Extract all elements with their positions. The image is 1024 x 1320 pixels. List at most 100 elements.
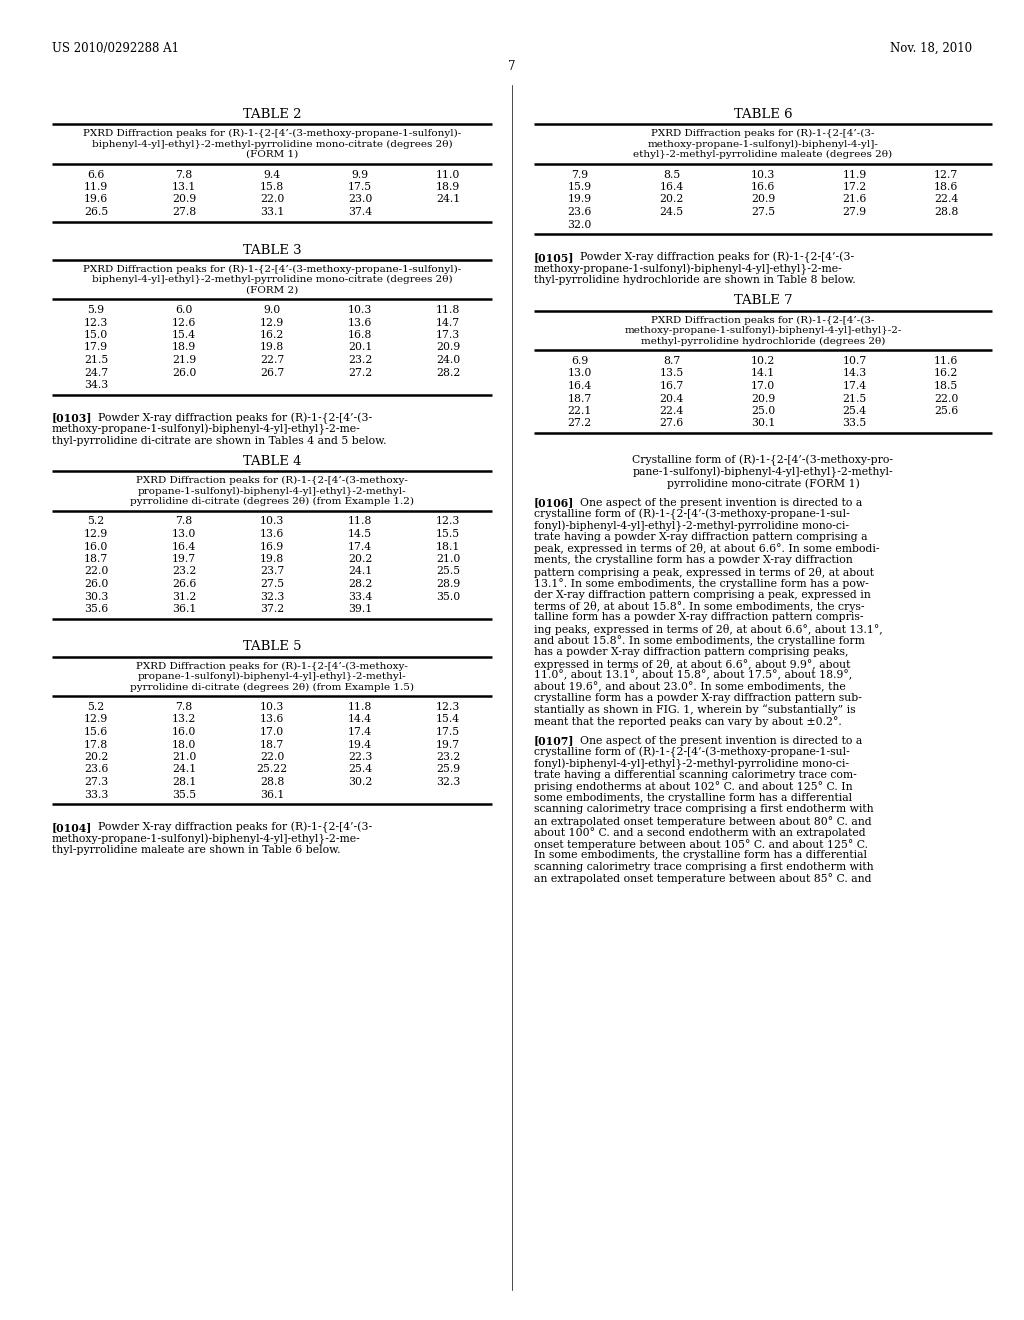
Text: 25.4: 25.4 — [843, 407, 866, 416]
Text: prising endotherms at about 102° C. and about 125° C. In: prising endotherms at about 102° C. and … — [534, 781, 853, 792]
Text: Crystalline form of (R)-1-{2-[4’-(3-methoxy-pro-: Crystalline form of (R)-1-{2-[4’-(3-meth… — [633, 455, 894, 466]
Text: 31.2: 31.2 — [172, 591, 197, 602]
Text: 39.1: 39.1 — [348, 605, 372, 614]
Text: 24.0: 24.0 — [436, 355, 460, 366]
Text: 27.6: 27.6 — [659, 418, 684, 429]
Text: der X-ray diffraction pattern comprising a peak, expressed in: der X-ray diffraction pattern comprising… — [534, 590, 870, 599]
Text: 16.0: 16.0 — [84, 541, 109, 552]
Text: 6.6: 6.6 — [87, 169, 104, 180]
Text: PXRD Diffraction peaks for (R)-1-{2-[4’-(3-methoxy-: PXRD Diffraction peaks for (R)-1-{2-[4’-… — [136, 661, 408, 671]
Text: thyl-pyrrolidine maleate are shown in Table 6 below.: thyl-pyrrolidine maleate are shown in Ta… — [52, 845, 341, 855]
Text: 25.4: 25.4 — [348, 764, 372, 775]
Text: 12.6: 12.6 — [172, 318, 197, 327]
Text: 7.8: 7.8 — [175, 169, 193, 180]
Text: 19.4: 19.4 — [348, 739, 372, 750]
Text: 18.1: 18.1 — [436, 541, 460, 552]
Text: 27.9: 27.9 — [843, 207, 866, 216]
Text: an extrapolated onset temperature between about 80° C. and: an extrapolated onset temperature betwee… — [534, 816, 871, 826]
Text: an extrapolated onset temperature between about 85° C. and: an extrapolated onset temperature betwee… — [534, 874, 871, 884]
Text: 13.0: 13.0 — [172, 529, 197, 539]
Text: 25.22: 25.22 — [256, 764, 288, 775]
Text: One aspect of the present invention is directed to a: One aspect of the present invention is d… — [566, 735, 862, 746]
Text: 12.3: 12.3 — [436, 702, 460, 711]
Text: 13.1°. In some embodiments, the crystalline form has a pow-: 13.1°. In some embodiments, the crystall… — [534, 578, 868, 589]
Text: ments, the crystalline form has a powder X-ray diffraction: ments, the crystalline form has a powder… — [534, 554, 853, 565]
Text: 9.4: 9.4 — [263, 169, 281, 180]
Text: 10.3: 10.3 — [260, 516, 285, 527]
Text: 25.5: 25.5 — [436, 566, 460, 577]
Text: [0106]: [0106] — [534, 498, 574, 508]
Text: 21.5: 21.5 — [843, 393, 866, 404]
Text: stantially as shown in FIG. 1, wherein by “substantially” is: stantially as shown in FIG. 1, wherein b… — [534, 705, 856, 715]
Text: 30.2: 30.2 — [348, 777, 372, 787]
Text: 20.2: 20.2 — [659, 194, 684, 205]
Text: thyl-pyrrolidine hydrochloride are shown in Table 8 below.: thyl-pyrrolidine hydrochloride are shown… — [534, 275, 856, 285]
Text: crystalline form of (R)-1-{2-[4’-(3-methoxy-propane-1-sul-: crystalline form of (R)-1-{2-[4’-(3-meth… — [534, 510, 850, 520]
Text: 15.8: 15.8 — [260, 182, 284, 191]
Text: [0104]: [0104] — [52, 822, 92, 833]
Text: 16.2: 16.2 — [934, 368, 958, 379]
Text: 10.7: 10.7 — [843, 356, 866, 366]
Text: 27.3: 27.3 — [84, 777, 109, 787]
Text: 18.7: 18.7 — [260, 739, 284, 750]
Text: (FORM 2): (FORM 2) — [246, 285, 298, 294]
Text: 28.8: 28.8 — [260, 777, 285, 787]
Text: 28.9: 28.9 — [436, 579, 460, 589]
Text: 21.9: 21.9 — [172, 355, 197, 366]
Text: 23.7: 23.7 — [260, 566, 284, 577]
Text: 24.1: 24.1 — [172, 764, 197, 775]
Text: 26.0: 26.0 — [172, 367, 197, 378]
Text: 17.5: 17.5 — [348, 182, 372, 191]
Text: 26.0: 26.0 — [84, 579, 109, 589]
Text: 14.7: 14.7 — [436, 318, 460, 327]
Text: 22.4: 22.4 — [659, 407, 684, 416]
Text: pyrrolidine di-citrate (degrees 2θ) (from Example 1.5): pyrrolidine di-citrate (degrees 2θ) (fro… — [130, 682, 414, 692]
Text: 36.1: 36.1 — [260, 789, 285, 800]
Text: 19.7: 19.7 — [172, 554, 196, 564]
Text: 21.0: 21.0 — [436, 554, 460, 564]
Text: 20.2: 20.2 — [348, 554, 372, 564]
Text: 27.5: 27.5 — [751, 207, 775, 216]
Text: 21.5: 21.5 — [84, 355, 109, 366]
Text: TABLE 2: TABLE 2 — [243, 108, 301, 121]
Text: onset temperature between about 105° C. and about 125° C.: onset temperature between about 105° C. … — [534, 840, 868, 850]
Text: 12.3: 12.3 — [436, 516, 460, 527]
Text: 11.8: 11.8 — [348, 516, 372, 527]
Text: 5.2: 5.2 — [87, 516, 104, 527]
Text: 22.1: 22.1 — [567, 407, 592, 416]
Text: 6.9: 6.9 — [571, 356, 589, 366]
Text: and about 15.8°. In some embodiments, the crystalline form: and about 15.8°. In some embodiments, th… — [534, 635, 865, 647]
Text: has a powder X-ray diffraction pattern comprising peaks,: has a powder X-ray diffraction pattern c… — [534, 647, 849, 657]
Text: In some embodiments, the crystalline form has a differential: In some embodiments, the crystalline for… — [534, 850, 867, 861]
Text: PXRD Diffraction peaks for (R)-1-{2-[4’-(3-methoxy-propane-1-sulfonyl)-: PXRD Diffraction peaks for (R)-1-{2-[4’-… — [83, 129, 461, 139]
Text: 24.1: 24.1 — [436, 194, 460, 205]
Text: PXRD Diffraction peaks for (R)-1-{2-[4’-(3-methoxy-propane-1-sulfonyl)-: PXRD Diffraction peaks for (R)-1-{2-[4’-… — [83, 264, 461, 273]
Text: 27.5: 27.5 — [260, 579, 284, 589]
Text: 18.7: 18.7 — [567, 393, 592, 404]
Text: methoxy-propane-1-sulfonyl)-biphenyl-4-yl]-: methoxy-propane-1-sulfonyl)-biphenyl-4-y… — [647, 140, 879, 149]
Text: PXRD Diffraction peaks for (R)-1-{2-[4’-(3-: PXRD Diffraction peaks for (R)-1-{2-[4’-… — [651, 129, 874, 139]
Text: expressed in terms of 2θ, at about 6.6°, about 9.9°, about: expressed in terms of 2θ, at about 6.6°,… — [534, 659, 850, 669]
Text: 18.7: 18.7 — [84, 554, 109, 564]
Text: 16.8: 16.8 — [348, 330, 372, 341]
Text: 22.3: 22.3 — [348, 752, 372, 762]
Text: 12.7: 12.7 — [934, 169, 958, 180]
Text: 33.3: 33.3 — [84, 789, 109, 800]
Text: talline form has a powder X-ray diffraction pattern compris-: talline form has a powder X-ray diffract… — [534, 612, 863, 623]
Text: 17.5: 17.5 — [436, 727, 460, 737]
Text: 25.9: 25.9 — [436, 764, 460, 775]
Text: about 100° C. and a second endotherm with an extrapolated: about 100° C. and a second endotherm wit… — [534, 828, 865, 838]
Text: 11.0°, about 13.1°, about 15.8°, about 17.5°, about 18.9°,: 11.0°, about 13.1°, about 15.8°, about 1… — [534, 671, 852, 681]
Text: Nov. 18, 2010: Nov. 18, 2010 — [890, 42, 972, 55]
Text: methyl-pyrrolidine hydrochloride (degrees 2θ): methyl-pyrrolidine hydrochloride (degree… — [641, 337, 885, 346]
Text: [0107]: [0107] — [534, 735, 574, 747]
Text: 26.5: 26.5 — [84, 207, 109, 216]
Text: methoxy-propane-1-sulfonyl)-biphenyl-4-yl]-ethyl}-2-me-: methoxy-propane-1-sulfonyl)-biphenyl-4-y… — [52, 833, 360, 845]
Text: thyl-pyrrolidine di-citrate are shown in Tables 4 and 5 below.: thyl-pyrrolidine di-citrate are shown in… — [52, 436, 386, 446]
Text: 24.7: 24.7 — [84, 367, 109, 378]
Text: 16.0: 16.0 — [172, 727, 197, 737]
Text: 17.0: 17.0 — [260, 727, 284, 737]
Text: trate having a differential scanning calorimetry trace com-: trate having a differential scanning cal… — [534, 770, 857, 780]
Text: 28.2: 28.2 — [348, 579, 372, 589]
Text: 19.7: 19.7 — [436, 739, 460, 750]
